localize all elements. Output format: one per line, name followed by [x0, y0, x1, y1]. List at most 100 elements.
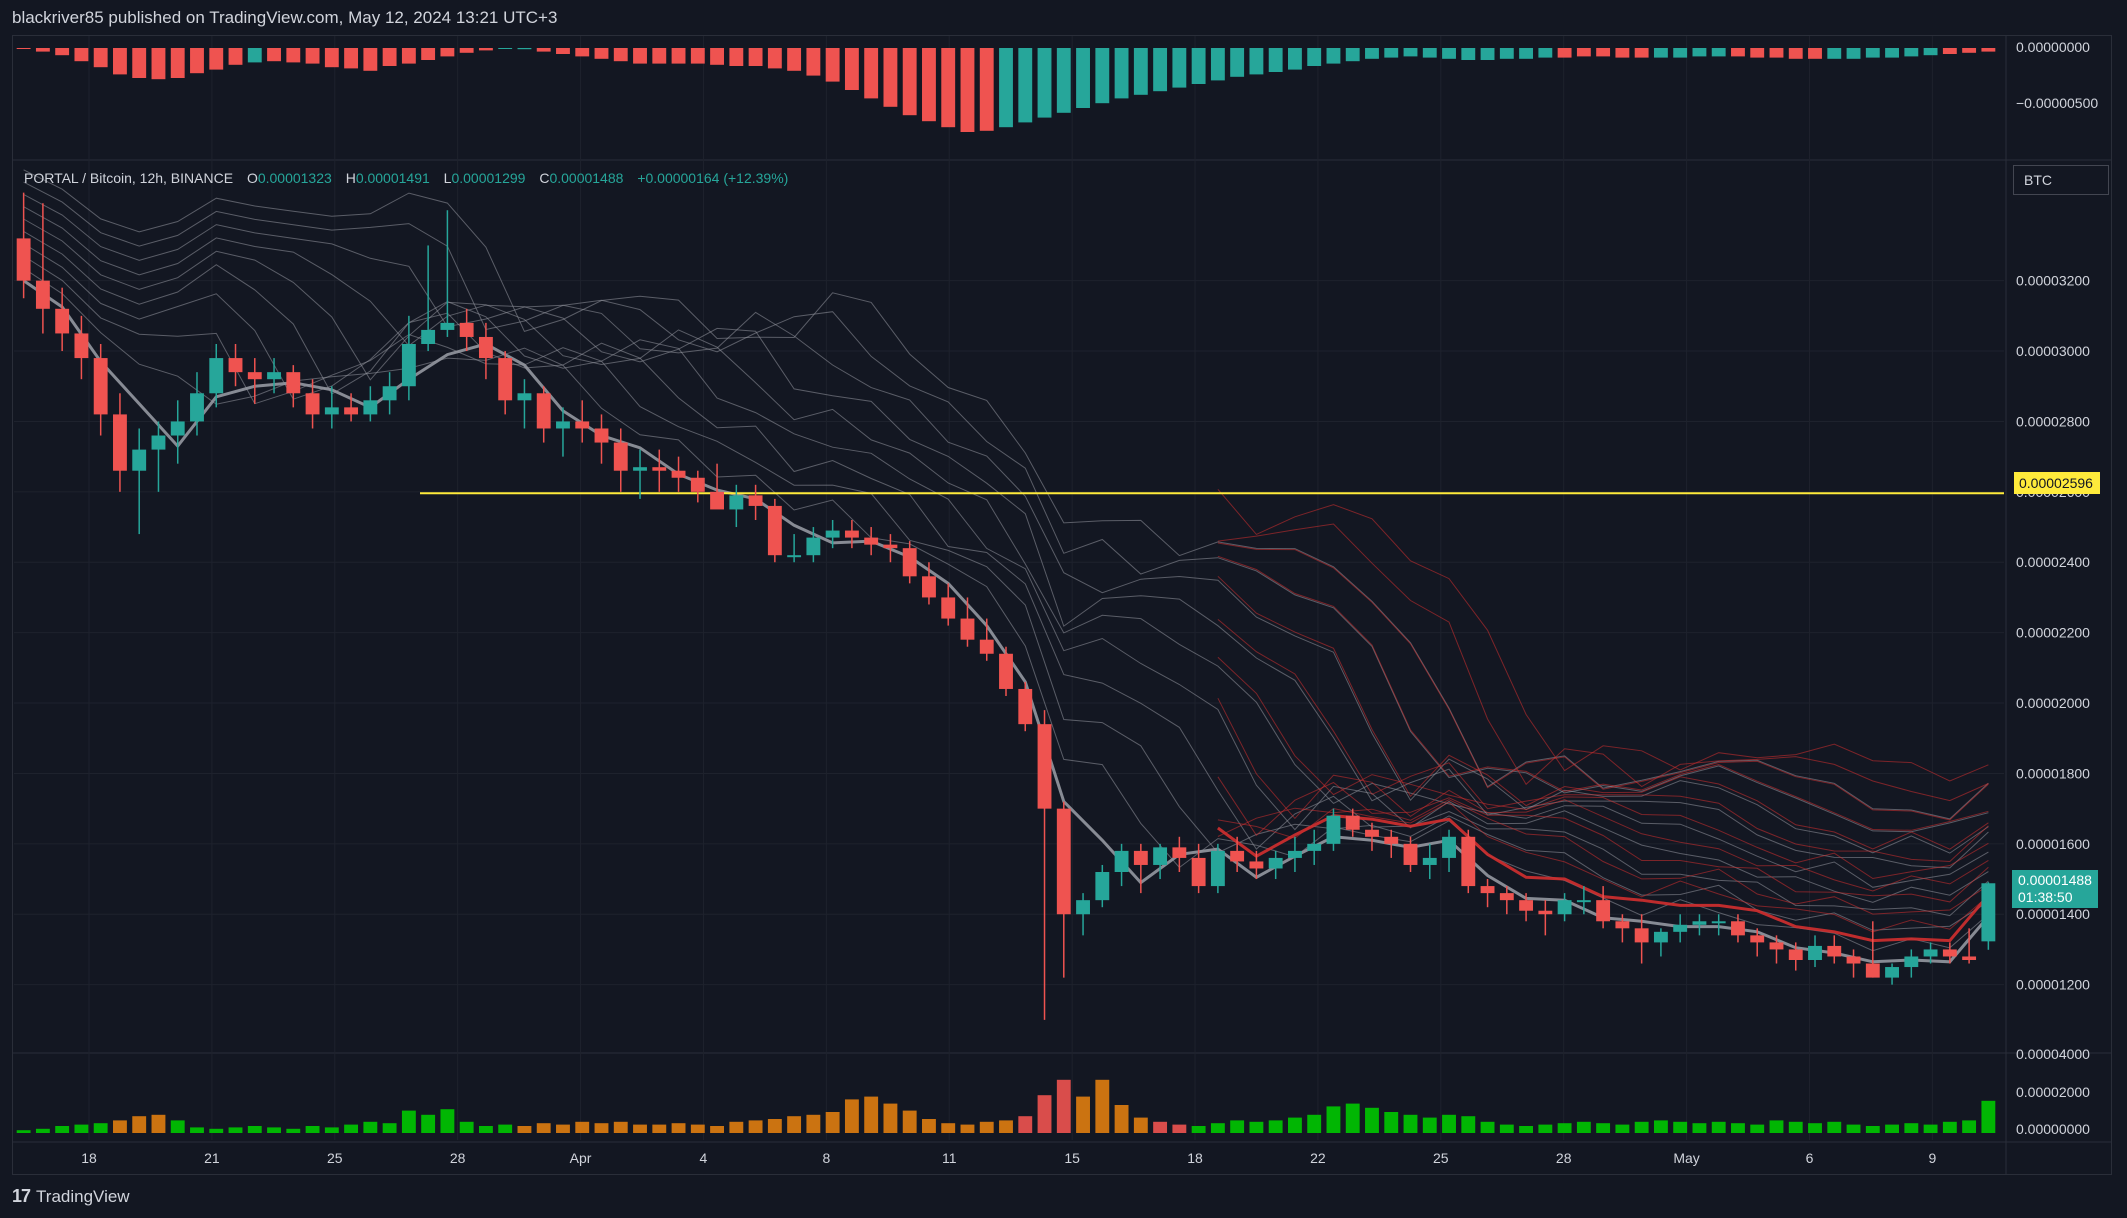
- volume-bar: [1326, 1106, 1341, 1133]
- price-tick-label: 0.00003200: [2016, 273, 2090, 289]
- volume-bar: [594, 1123, 609, 1133]
- low-key: L: [443, 170, 452, 186]
- oscillator-bar: [1981, 48, 1996, 52]
- time-tick-label: 9: [1928, 1150, 1936, 1166]
- volume-bar: [1576, 1121, 1591, 1133]
- change-value: +0.00000164 (+12.39%): [637, 170, 789, 186]
- oscillator-bar: [1018, 48, 1033, 123]
- volume-bar: [170, 1120, 185, 1133]
- tradingview-logo-icon[interactable]: 17: [12, 1186, 31, 1206]
- oscillator-bar: [228, 48, 243, 65]
- red-ma-line: [1217, 542, 1989, 821]
- price-tick-label: 0.00002000: [2016, 695, 2090, 711]
- oscillator-bar: [55, 48, 70, 56]
- candle-body: [999, 653, 1013, 689]
- volume-bar: [1538, 1124, 1553, 1133]
- symbol-label[interactable]: PORTAL / Bitcoin, 12h, BINANCE: [24, 170, 234, 186]
- grey-ma-line: [23, 243, 1989, 917]
- candle-body: [209, 358, 224, 394]
- candle-body: [922, 576, 936, 598]
- volume-bar: [960, 1124, 975, 1133]
- candle-body: [806, 537, 821, 556]
- price-tick-label: 0.00001200: [2016, 977, 2090, 993]
- candle-body: [74, 333, 89, 359]
- candle-body: [1692, 921, 1707, 925]
- candle-body: [1230, 850, 1245, 862]
- time-tick-label: 21: [204, 1150, 220, 1166]
- red-ma-line: [1217, 575, 1989, 850]
- candle-body: [864, 537, 879, 545]
- oscillator-bar: [190, 48, 204, 74]
- candle-body: [1865, 963, 1880, 978]
- close-value: 0.00001488: [549, 170, 624, 186]
- oscillator-bar: [93, 48, 108, 68]
- oscillator-bar: [941, 48, 956, 128]
- oscillator-bar: [1210, 48, 1225, 81]
- red-ma-line: [1217, 776, 1989, 903]
- chart-frame[interactable]: [12, 35, 2112, 1175]
- ohlc-legend: PORTAL / Bitcoin, 12h, BINANCE O0.000013…: [24, 170, 788, 186]
- candle-body: [1114, 850, 1129, 872]
- volume-bar: [1230, 1120, 1245, 1133]
- volume-bar: [459, 1121, 474, 1133]
- candle-body: [228, 358, 243, 373]
- volume-bar: [344, 1124, 359, 1133]
- volume-bar: [999, 1120, 1013, 1133]
- footer: 17 TradingView: [12, 1186, 130, 1207]
- volume-bar: [267, 1127, 281, 1133]
- oscillator-bar: [1153, 48, 1168, 92]
- oscillator-bar: [401, 48, 416, 64]
- oscillator-bar: [979, 48, 994, 131]
- candle-body: [478, 336, 493, 359]
- oscillator-bar: [767, 48, 782, 69]
- oscillator-bar: [1885, 48, 1899, 58]
- oscillator-bar: [556, 48, 570, 54]
- oscillator-bar: [1576, 48, 1591, 57]
- oscillator-bar: [1249, 48, 1264, 75]
- currency-button[interactable]: BTC: [2013, 165, 2109, 195]
- price-tick-label: 0.00003000: [2016, 343, 2090, 359]
- candle-body: [1172, 847, 1187, 858]
- oscillator-bar: [1557, 48, 1572, 58]
- candle-body: [1210, 850, 1225, 887]
- volume-bar: [421, 1114, 436, 1133]
- oscillator-bar: [382, 48, 397, 66]
- volume-bar: [1384, 1112, 1399, 1133]
- candle-body: [1268, 857, 1283, 869]
- candle-body: [536, 393, 551, 429]
- candle-body: [1634, 928, 1649, 943]
- oscillator-bar: [1076, 48, 1090, 108]
- oscillator-bar: [902, 48, 917, 116]
- oscillator-bar: [1731, 48, 1745, 57]
- volume-bar: [1769, 1120, 1784, 1133]
- volume-bar: [113, 1120, 127, 1133]
- price-tick-label: 0.00002800: [2016, 413, 2090, 429]
- candle-body: [440, 322, 455, 330]
- candle-body: [247, 372, 262, 380]
- price-tick-label: 0.00002200: [2016, 625, 2090, 641]
- volume-bar: [536, 1123, 551, 1133]
- oscillator-bar: [844, 48, 859, 90]
- grey-ma-line: [23, 218, 1989, 888]
- candle-body: [748, 495, 763, 506]
- candle-body: [556, 421, 570, 429]
- candle-body: [767, 505, 782, 556]
- close-key: C: [539, 170, 550, 186]
- oscillator-bar: [1634, 48, 1649, 58]
- countdown: 01:38:50: [2018, 889, 2073, 905]
- volume-bar: [748, 1120, 763, 1133]
- oscillator-bar: [267, 48, 281, 62]
- candle-body: [1653, 931, 1668, 943]
- volume-bar: [1885, 1124, 1899, 1133]
- volume-bar: [1018, 1116, 1033, 1133]
- volume-bar: [633, 1124, 647, 1133]
- grey-ma-line: [23, 181, 1989, 833]
- volume-bar: [132, 1116, 147, 1133]
- candle-body: [324, 407, 339, 415]
- oscillator-bar: [1519, 48, 1534, 59]
- candle-body: [151, 435, 166, 450]
- oscillator-bar: [806, 48, 821, 76]
- volume-bar: [941, 1123, 956, 1133]
- oscillator-bar: [1827, 48, 1842, 59]
